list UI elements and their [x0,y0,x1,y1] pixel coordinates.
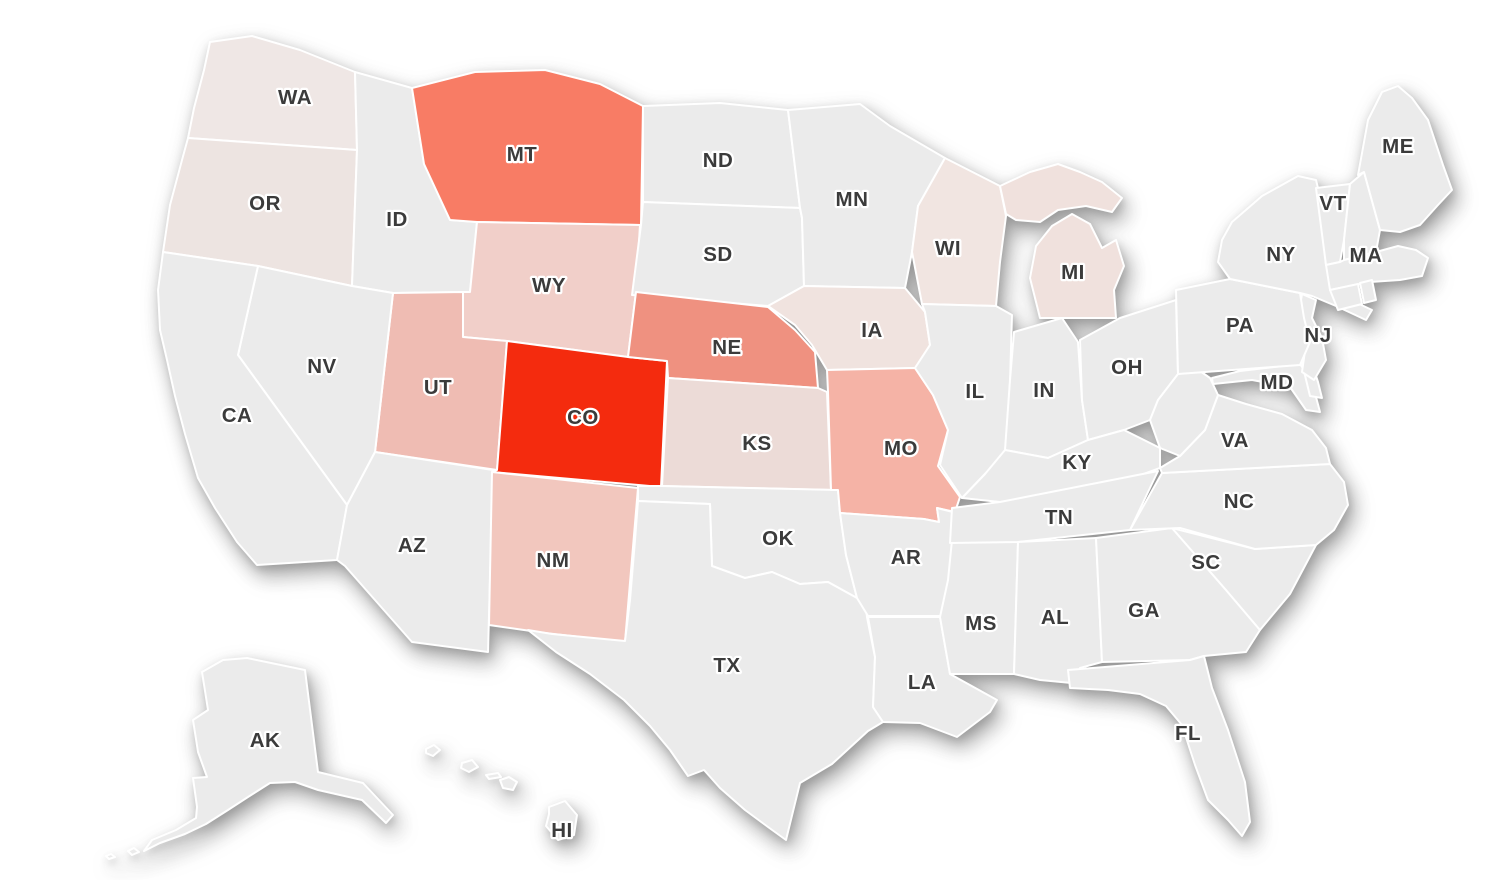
state-az[interactable] [336,451,494,653]
state-il[interactable] [914,303,1013,499]
state-ma[interactable] [1325,245,1429,291]
state-wv[interactable] [1149,370,1219,457]
state-wa[interactable] [187,35,358,151]
state-fl[interactable] [1067,655,1251,837]
state-ks[interactable] [661,377,832,491]
state-wi[interactable] [911,157,1007,307]
state-hi[interactable] [425,744,578,841]
state-me[interactable] [1357,85,1453,233]
state-ct[interactable] [1329,283,1363,311]
state-nm[interactable] [488,471,639,643]
state-nc[interactable] [1129,463,1349,550]
state-mt[interactable] [411,69,644,226]
states-layer [105,35,1453,860]
state-mi[interactable] [999,163,1125,319]
state-tx[interactable] [527,500,884,841]
state-nd[interactable] [642,102,801,209]
state-pa[interactable] [1175,278,1311,375]
state-ms[interactable] [939,539,1019,675]
state-al[interactable] [1013,537,1103,685]
state-in[interactable] [1004,317,1089,459]
state-ca[interactable] [157,251,348,566]
state-vt[interactable] [1315,183,1351,266]
state-wy[interactable] [462,221,641,358]
state-co[interactable] [491,340,668,488]
state-ak[interactable] [105,657,394,860]
state-sd[interactable] [631,201,805,307]
state-ri[interactable] [1359,279,1377,304]
